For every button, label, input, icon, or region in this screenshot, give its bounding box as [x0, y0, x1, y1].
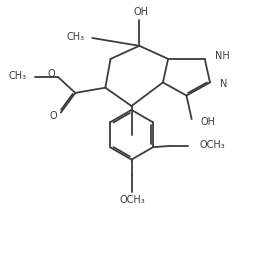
Text: OH: OH [201, 117, 216, 127]
Text: O: O [50, 111, 57, 122]
Text: O: O [47, 69, 55, 79]
Text: CH₃: CH₃ [67, 32, 85, 42]
Text: N: N [220, 79, 227, 89]
Text: CH₃: CH₃ [8, 71, 26, 81]
Text: OCH₃: OCH₃ [119, 195, 145, 205]
Text: OH: OH [133, 7, 148, 17]
Text: NH: NH [215, 51, 229, 61]
Text: OCH₃: OCH₃ [199, 140, 225, 150]
